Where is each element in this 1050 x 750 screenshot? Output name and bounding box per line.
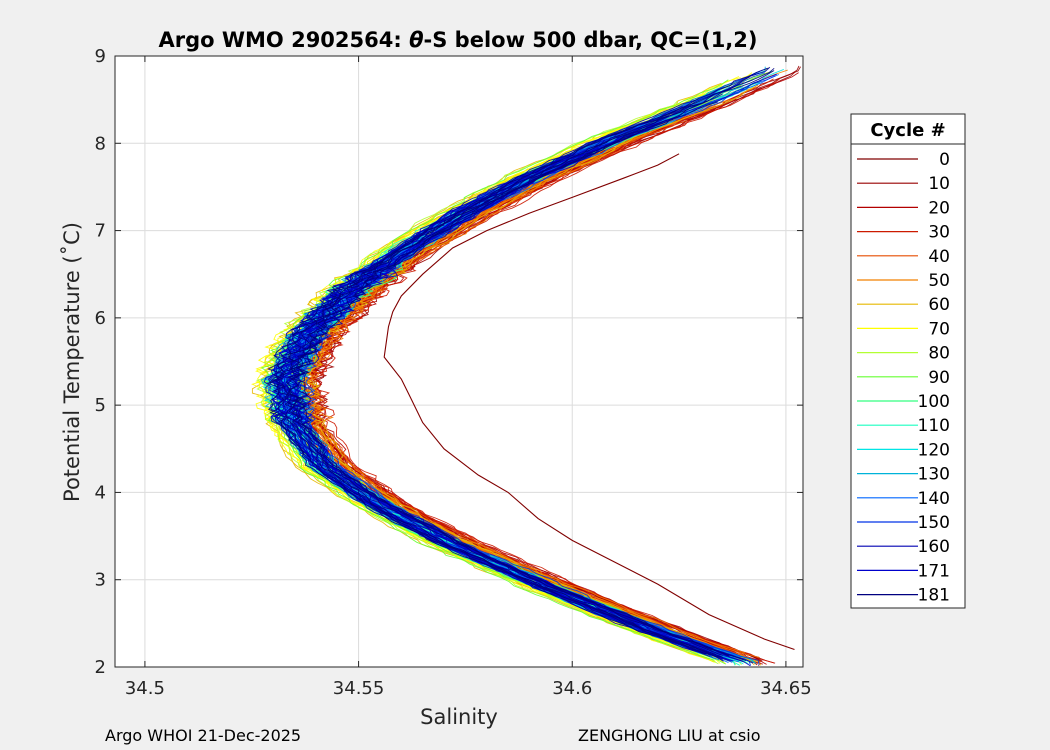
legend-label: 20 (928, 198, 950, 218)
legend-label: 181 (918, 586, 950, 606)
x-axis-label: Salinity (420, 705, 498, 729)
x-tick-label: 34.65 (760, 678, 812, 699)
legend-label: 130 (918, 465, 950, 485)
footer-right: ZENGHONG LIU at csio (578, 726, 760, 745)
profile-line (270, 154, 719, 658)
y-tick-label: 2 (95, 657, 106, 678)
legend-label: 10 (928, 174, 950, 194)
y-tick-label: 5 (95, 395, 106, 416)
profile-line (306, 107, 744, 654)
profile-line (284, 67, 775, 658)
legend: Cycle # 0 10 20 30 40 50 60 70 80 90 100 110 120 130 1… (850, 113, 966, 609)
y-tick-label: 7 (95, 221, 106, 242)
legend-label: 60 (928, 295, 950, 315)
footer-left: Argo WHOI 21-Dec-2025 (105, 726, 301, 745)
legend-label: 100 (918, 392, 950, 412)
legend-label: 70 (928, 319, 950, 339)
profile-line (260, 79, 729, 661)
profile-line (290, 133, 725, 654)
chart-title: Argo WMO 2902564: θ-S below 500 dbar, QC… (158, 28, 757, 52)
ticks: 34.5 34.55 34.6 34.65 2 3 4 5 6 7 8 9 (95, 46, 812, 699)
plot-frame (114, 55, 804, 668)
legend-label: 150 (918, 513, 950, 533)
legend-label: 80 (928, 344, 950, 364)
x-tick-label: 34.55 (333, 678, 385, 699)
y-tick-label: 6 (95, 308, 106, 329)
plot-area (115, 56, 803, 667)
profile-line (269, 67, 769, 658)
legend-label: 50 (928, 271, 950, 291)
legend-label: 40 (928, 247, 950, 267)
legend-label: 140 (918, 489, 950, 509)
y-tick-label: 8 (95, 133, 106, 154)
legend-label: 90 (928, 368, 950, 388)
legend-label: 30 (928, 223, 950, 243)
x-tick-label: 34.5 (125, 678, 165, 699)
profile-line (272, 100, 714, 656)
profiles (251, 65, 801, 667)
y-tick-label: 3 (95, 570, 106, 591)
legend-label: 120 (918, 440, 950, 460)
legend-box (850, 113, 966, 609)
y-axis-label: Potential Temperature (˚C) (60, 222, 84, 502)
y-tick-label: 4 (95, 482, 106, 503)
y-tick-label: 9 (95, 46, 106, 67)
legend-label: 160 (918, 537, 950, 557)
legend-label: 171 (918, 561, 950, 581)
legend-title: Cycle # (870, 120, 945, 141)
x-tick-label: 34.6 (552, 678, 592, 699)
legend-label: 110 (918, 416, 950, 436)
legend-label: 0 (939, 150, 950, 170)
profile-line-cycle-0 (383, 153, 795, 651)
